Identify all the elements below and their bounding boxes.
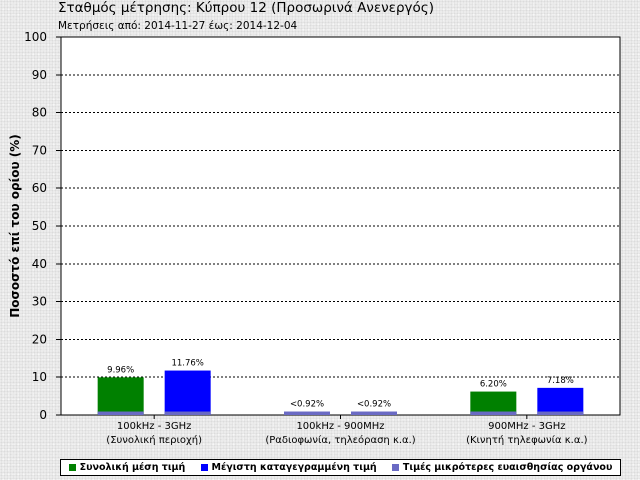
legend-swatch-average	[68, 464, 76, 471]
category-label-range: 100kHz - 900MHz	[296, 421, 384, 432]
y-tick-label: 20	[32, 332, 47, 346]
y-tick-label: 90	[32, 68, 47, 82]
legend-item-maximum: Μέγιστη καταγεγραμμένη τιμή	[200, 462, 377, 473]
y-tick-label: 50	[32, 219, 47, 233]
y-tick-label: 80	[32, 106, 47, 120]
category-label-range: 100kHz - 3GHz	[117, 421, 192, 432]
bar-below-sensitivity	[164, 411, 211, 415]
bar-average	[97, 377, 144, 415]
y-axis-ticks: 0 10 20 30 40 50 60 70 80 90 100	[24, 30, 61, 422]
bar-average	[470, 391, 517, 415]
legend-item-sensitivity: Τιμές μικρότερες ευαισθησίας οργάνου	[391, 462, 613, 473]
y-tick-label: 70	[32, 143, 47, 157]
bar-maximum	[537, 387, 584, 415]
data-label: 9.96%	[107, 365, 134, 375]
bar-below-sensitivity	[351, 411, 397, 415]
data-label: <0.92%	[357, 400, 391, 410]
bar-below-sensitivity	[537, 411, 584, 415]
data-label: <0.92%	[290, 400, 324, 410]
y-tick-label: 0	[39, 408, 47, 422]
legend-label-average: Συνολική μέση τιμή	[79, 462, 186, 473]
legend: Συνολική μέση τιμή Μέγιστη καταγεγραμμέν…	[60, 459, 621, 476]
legend-swatch-maximum	[200, 464, 208, 471]
data-labels: 9.96% 11.76% <0.92% <0.92% 6.20% 7.18%	[107, 359, 574, 410]
legend-item-average: Συνολική μέση τιμή	[68, 462, 186, 473]
category-label-description: (Συνολική περιοχή)	[106, 434, 202, 446]
bar-below-sensitivity	[284, 411, 330, 415]
gridlines	[61, 74, 620, 378]
bars	[97, 370, 584, 415]
category-labels: 100kHz - 3GHz (Συνολική περιοχή) 100kHz - …	[106, 415, 588, 446]
bar-below-sensitivity	[97, 411, 144, 415]
bar-maximum	[164, 370, 211, 415]
station-title: Σταθμός μέτρησης: Κύπρου 12 (Προσωρινά Α…	[58, 0, 434, 16]
y-tick-label: 30	[32, 295, 47, 309]
data-label: 6.20%	[480, 380, 507, 390]
measurement-period: Μετρήσεις από: 2014-11-27 έως: 2014-12-0…	[58, 20, 298, 32]
y-tick-label: 10	[32, 370, 47, 384]
category-label-description: (Κινητή τηλεφωνία κ.α.)	[466, 434, 588, 446]
y-axis-title: Ποσοστό επί του ορίου (%)	[8, 134, 22, 318]
y-tick-label: 40	[32, 257, 47, 271]
y-tick-label: 60	[32, 181, 47, 195]
data-label: 11.76%	[171, 359, 203, 369]
legend-swatch-sensitivity	[391, 464, 399, 471]
bar-below-sensitivity	[470, 411, 517, 415]
category-label-description: (Ραδιοφωνία, τηλεόραση κ.α.)	[265, 434, 415, 446]
category-label-range: 900MHz - 3GHz	[488, 421, 565, 432]
bar-chart: 0 10 20 30 40 50 60 70 80 90 100 9.96% 11.76% <0.92%…	[8, 30, 621, 446]
y-tick-label: 100	[24, 30, 47, 44]
legend-label-sensitivity: Τιμές μικρότερες ευαισθησίας οργάνου	[402, 462, 613, 473]
data-label: 7.18%	[547, 376, 574, 386]
legend-label-maximum: Μέγιστη καταγεγραμμένη τιμή	[211, 462, 377, 473]
plot-area	[60, 36, 621, 416]
